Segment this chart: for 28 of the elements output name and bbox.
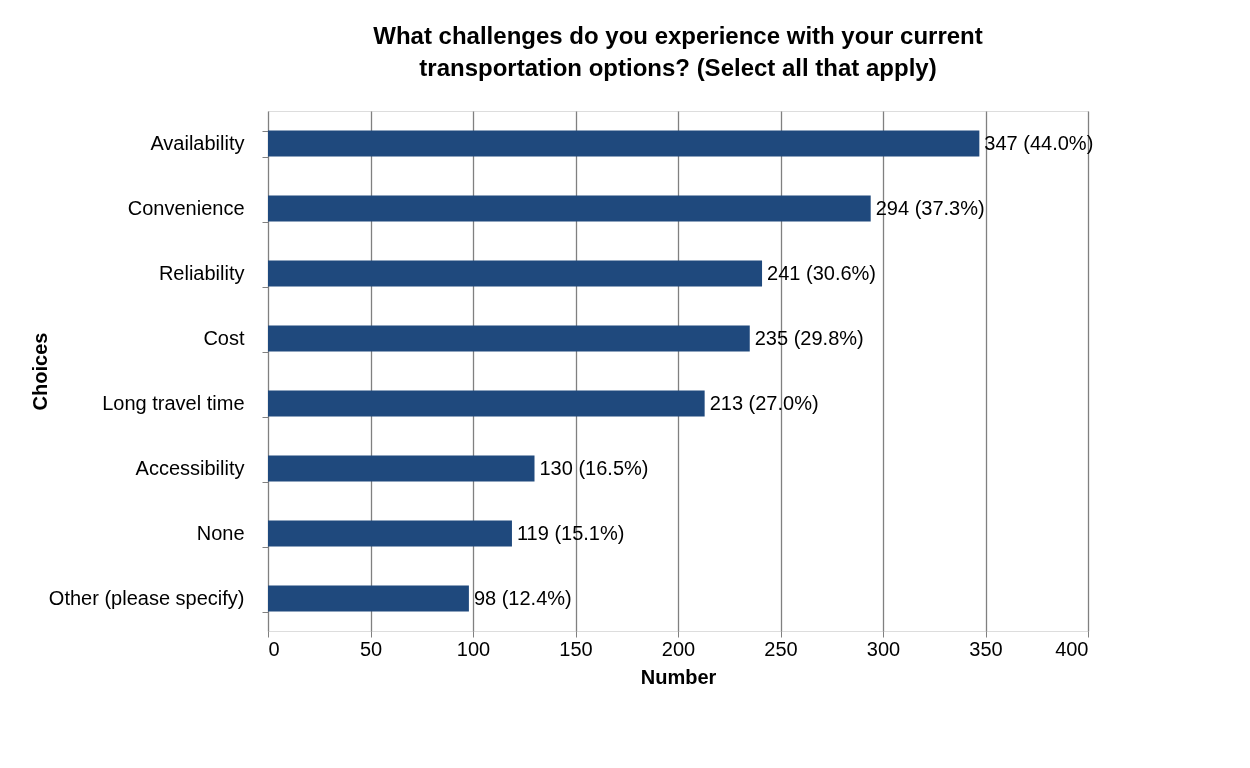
y-tick-label: Accessibility [135,457,245,479]
y-tick-label: Cost [203,327,245,349]
data-label: 235 (29.8%) [754,326,864,349]
data-label: 213 (27.0%) [709,391,819,414]
x-tick-label: 200 [661,637,696,660]
data-label: 98 (12.4%) [473,586,572,609]
x-tick-label: 150 [559,637,593,660]
x-tick-label: 300 [866,637,901,660]
x-axis-title: Number [640,665,717,688]
y-tick-label: Reliability [158,262,245,284]
y-tick-label: None [196,522,245,544]
data-label: 130 (16.5%) [539,456,649,479]
data-label: 347 (44.0%) [984,131,1094,154]
x-tick-label: 0 [268,637,280,660]
x-tick-label: 100 [456,637,491,660]
y-tick-label: Long travel time [102,392,245,414]
x-tick-label: 50 [359,637,383,660]
y-tick-label: Availability [150,132,245,154]
x-tick-label: 350 [969,637,1003,660]
data-label: 119 (15.1%) [516,521,625,544]
x-tick-label: 250 [764,637,798,660]
x-tick-label: 400 [1055,637,1089,660]
data-label: 241 (30.6%) [767,261,877,284]
y-tick-label: Other (please specify) [48,587,245,609]
chart-title: What challenges do you experience with your current transportation options? (Select all that apply) [373,22,983,81]
y-axis-title: Choices [28,332,51,411]
y-tick-label: Convenience [127,197,245,219]
data-label: 294 (37.3%) [875,196,985,219]
